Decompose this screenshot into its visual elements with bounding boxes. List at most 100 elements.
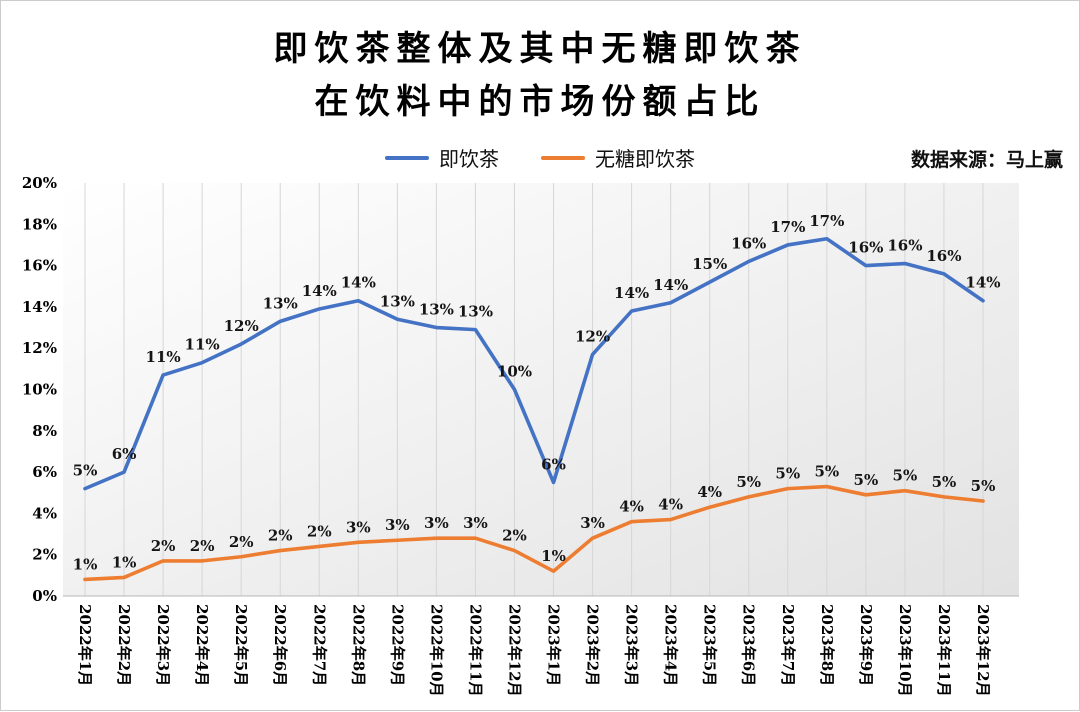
data-label: 3% [580, 514, 605, 532]
data-label: 13% [419, 301, 454, 319]
x-tick-label: 2022年10月 [427, 604, 445, 697]
data-label: 16% [731, 234, 766, 252]
data-label: 16% [848, 239, 883, 257]
x-tick-label: 2023年8月 [818, 604, 836, 686]
data-label: 15% [692, 255, 727, 273]
x-tick-label: 2022年11月 [466, 604, 484, 697]
x-tick-label: 2023年11月 [935, 604, 953, 697]
x-tick-label: 2023年9月 [857, 604, 875, 686]
chart-title-line2: 在饮料中的市场份额占比 [314, 81, 766, 122]
blue-line-icon [385, 155, 429, 160]
data-label: 17% [770, 218, 805, 236]
x-tick-label: 2022年12月 [505, 604, 523, 697]
data-label: 14% [614, 284, 649, 302]
data-label: 2% [268, 527, 293, 545]
series-line-1 [83, 484, 985, 582]
x-tick-label: 2023年7月 [779, 604, 797, 686]
data-label: 13% [263, 294, 298, 312]
data-label: 16% [926, 247, 961, 265]
x-tick-label: 2022年7月 [310, 604, 328, 686]
data-label: 16% [887, 237, 922, 255]
data-label: 5% [971, 477, 996, 495]
data-label: 2% [190, 537, 215, 555]
data-label: 2% [151, 537, 176, 555]
legend-label-sugar-free-tea: 无糖即饮茶 [595, 147, 695, 171]
y-tick-label: 2% [32, 546, 57, 564]
data-label: 5% [814, 463, 839, 481]
data-label: 4% [619, 498, 644, 516]
data-label: 2% [307, 522, 332, 540]
data-label: 2% [229, 533, 254, 551]
x-tick-label: 2023年3月 [623, 604, 641, 686]
x-tick-label: 2023年10月 [896, 604, 914, 697]
data-label: 5% [932, 473, 957, 491]
data-label: 5% [893, 467, 918, 485]
y-tick-label: 4% [32, 504, 57, 522]
data-label: 12% [575, 327, 610, 345]
data-label: 5% [736, 473, 761, 491]
data-label: 3% [346, 518, 371, 536]
y-tick-label: 20% [22, 174, 57, 192]
data-label: 2% [502, 527, 527, 545]
x-tick-label: 2023年4月 [662, 604, 680, 686]
x-tick-label: 2022年2月 [115, 604, 133, 686]
y-tick-label: 12% [22, 339, 57, 357]
chart-title-line1: 即饮茶整体及其中无糖即饮茶 [273, 29, 807, 69]
data-label: 12% [224, 317, 259, 335]
x-tick-label: 2023年1月 [545, 604, 563, 686]
data-label: 14% [302, 282, 337, 300]
x-tick-label: 2022年9月 [388, 604, 406, 686]
y-tick-label: 16% [22, 257, 57, 275]
legend: 即饮茶 无糖即饮茶 [1, 143, 1079, 172]
data-label: 14% [341, 274, 376, 292]
x-tick-label: 2022年3月 [154, 604, 172, 686]
y-tick-label: 6% [32, 463, 57, 481]
y-tick-label: 10% [22, 381, 57, 399]
chart-canvas: 0%2%4%6%8%10%12%14%16%18%20%2022年1月 2022年… [22, 174, 1019, 697]
data-label: 3% [385, 516, 410, 534]
legend-item-rtd-tea: 即饮茶 [385, 143, 499, 172]
legend-row: 即饮茶 无糖即饮茶 数据来源：马上赢 [1, 143, 1079, 173]
data-label: 1% [541, 547, 566, 565]
data-source-label: 数据来源：马上赢 [910, 149, 1063, 171]
data-label: 6% [541, 455, 566, 473]
data-label: 3% [463, 514, 488, 532]
x-tick-label: 2023年5月 [701, 604, 719, 686]
x-tick-label: 2022年1月 [76, 604, 94, 686]
x-tick-label: 2022年4月 [193, 604, 211, 686]
data-label: 14% [653, 276, 688, 294]
data-label: 1% [73, 555, 98, 573]
x-tick-label: 2023年6月 [740, 604, 758, 686]
x-tick-label: 2022年5月 [232, 604, 250, 686]
data-label: 5% [775, 465, 800, 483]
y-tick-label: 8% [32, 422, 57, 440]
data-label: 1% [112, 553, 137, 571]
y-tick-label: 18% [22, 215, 57, 233]
x-tick-label: 2022年6月 [271, 604, 289, 686]
series-line-0 [83, 236, 985, 491]
data-label: 4% [658, 496, 683, 514]
orange-line-icon [541, 155, 585, 160]
data-label: 5% [854, 471, 879, 489]
data-label: 13% [380, 292, 415, 310]
legend-label-rtd-tea: 即饮茶 [439, 147, 499, 171]
plot-background [63, 183, 1019, 596]
data-label: 10% [497, 363, 532, 381]
data-label: 11% [185, 336, 220, 354]
data-label: 14% [965, 274, 1000, 292]
data-label: 11% [146, 348, 181, 366]
chart-title: 即饮茶整体及其中无糖即饮茶 在饮料中的市场份额占比 [1, 23, 1079, 128]
x-tick-label: 2023年2月 [584, 604, 602, 686]
x-tick-label: 2022年8月 [349, 604, 367, 686]
x-tick-label: 2023年12月 [974, 604, 992, 697]
data-label: 13% [458, 303, 493, 321]
data-label: 5% [73, 462, 98, 480]
data-label: 3% [424, 514, 449, 532]
data-label: 17% [809, 212, 844, 230]
data-label: 4% [697, 483, 722, 501]
y-tick-label: 0% [32, 587, 57, 605]
legend-item-sugar-free-tea: 无糖即饮茶 [541, 143, 695, 172]
y-tick-label: 14% [22, 298, 57, 316]
data-label: 6% [112, 445, 137, 463]
